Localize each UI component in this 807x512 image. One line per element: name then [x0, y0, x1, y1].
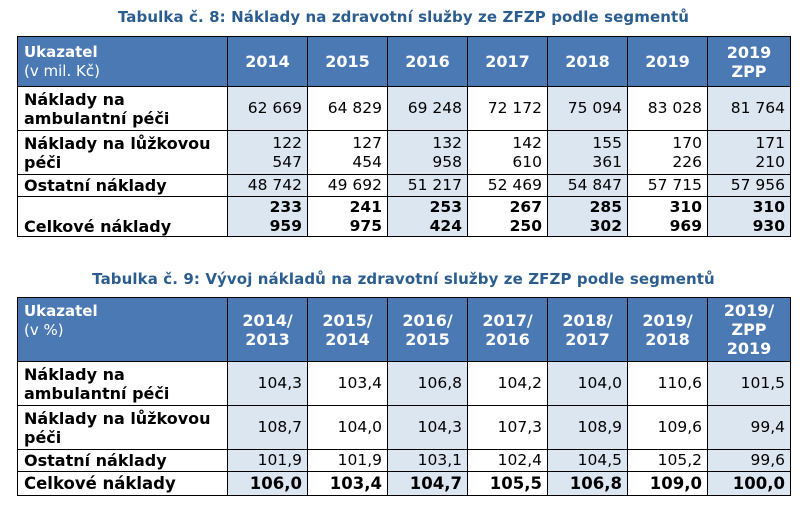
table-cell: 105,2 — [627, 449, 708, 472]
period-header: 2018/ 2017 — [547, 297, 628, 362]
table-cell: 132 958 — [387, 130, 468, 175]
table-cell: 104,0 — [307, 405, 388, 450]
cost-growth-table: Ukazatel (v %) 2014/ 2013 2015/ 2014 201… — [17, 297, 791, 496]
table-cell: 109,6 — [627, 405, 708, 450]
row-label: Náklady na lůžkovou péči — [17, 130, 228, 175]
period-header: 2017/ 2016 — [467, 297, 548, 362]
table-cell: 104,5 — [547, 449, 628, 472]
table-cell: 62 669 — [227, 86, 308, 131]
table-cell: 104,3 — [387, 405, 468, 450]
table-cell: 241 975 — [307, 196, 388, 237]
table-cell: 170 226 — [627, 130, 708, 175]
table-cell: 75 094 — [547, 86, 628, 131]
year-header: 2015 — [307, 36, 388, 87]
table-cell: 81 764 — [707, 86, 791, 131]
table-cell: 54 847 — [547, 174, 628, 197]
year-header: 2018 — [547, 36, 628, 87]
year-header: 2016 — [387, 36, 468, 87]
table-cell: 106,0 — [227, 471, 308, 496]
row-label: Ostatní náklady — [17, 174, 228, 197]
year-header: 2019 ZPP — [707, 36, 791, 87]
row-label: Ostatní náklady — [17, 449, 228, 472]
indicator-header: Ukazatel (v %) — [17, 297, 228, 362]
table-row: Náklady na ambulantní péči 62 669 64 829… — [17, 86, 791, 131]
year-header: 2019 — [627, 36, 708, 87]
table-row: Náklady na ambulantní péči 104,3 103,4 1… — [17, 361, 791, 406]
table-header-row: Ukazatel (v mil. Kč) 2014 2015 2016 2017… — [17, 36, 791, 87]
table-cell: 267 250 — [467, 196, 548, 237]
table-cell: 101,9 — [227, 449, 308, 472]
table-cell: 310 969 — [627, 196, 708, 237]
table-total-row: Celkové náklady 106,0 103,4 104,7 105,5 … — [17, 471, 791, 496]
table-cell: 110,6 — [627, 361, 708, 406]
table-cell: 99,6 — [707, 449, 791, 472]
table-cell: 155 361 — [547, 130, 628, 175]
table-cell: 253 424 — [387, 196, 468, 237]
table-cell: 310 930 — [707, 196, 791, 237]
table-cell: 171 210 — [707, 130, 791, 175]
table-cell: 107,3 — [467, 405, 548, 450]
table-cell: 142 610 — [467, 130, 548, 175]
table-cell: 52 469 — [467, 174, 548, 197]
table-cell: 100,0 — [707, 471, 791, 496]
table-cell: 64 829 — [307, 86, 388, 131]
table-cell: 104,7 — [387, 471, 468, 496]
costs-table: Ukazatel (v mil. Kč) 2014 2015 2016 2017… — [17, 36, 791, 237]
unit-label: (v mil. Kč) — [24, 61, 100, 80]
period-header: 2019/ ZPP 2019 — [707, 297, 791, 362]
row-label: Náklady na ambulantní péči — [17, 86, 228, 131]
table-cell: 103,1 — [387, 449, 468, 472]
table-total-row: Celkové náklady 233 959 241 975 253 424 … — [17, 196, 791, 237]
year-header: 2017 — [467, 36, 548, 87]
period-header: 2016/ 2015 — [387, 297, 468, 362]
table-cell: 48 742 — [227, 174, 308, 197]
table-cell: 49 692 — [307, 174, 388, 197]
indicator-label: Ukazatel — [24, 42, 98, 61]
row-label: Celkové náklady — [17, 471, 228, 496]
table-cell: 285 302 — [547, 196, 628, 237]
period-header: 2014/ 2013 — [227, 297, 308, 362]
table-cell: 99,4 — [707, 405, 791, 450]
table-header-row: Ukazatel (v %) 2014/ 2013 2015/ 2014 201… — [17, 297, 791, 362]
table-cell: 83 028 — [627, 86, 708, 131]
table-cell: 104,0 — [547, 361, 628, 406]
table-cell: 109,0 — [627, 471, 708, 496]
row-label: Celkové náklady — [17, 196, 228, 237]
table-cell: 102,4 — [467, 449, 548, 472]
table-cell: 101,5 — [707, 361, 791, 406]
indicator-header: Ukazatel (v mil. Kč) — [17, 36, 228, 87]
table-cell: 103,4 — [307, 361, 388, 406]
period-header: 2019/ 2018 — [627, 297, 708, 362]
table-cell: 108,9 — [547, 405, 628, 450]
table-cell: 106,8 — [547, 471, 628, 496]
table-cell: 122 547 — [227, 130, 308, 175]
unit-label: (v %) — [24, 321, 64, 339]
table-cell: 51 217 — [387, 174, 468, 197]
row-label: Náklady na ambulantní péči — [17, 361, 228, 406]
year-header: 2014 — [227, 36, 308, 87]
table-cell: 106,8 — [387, 361, 468, 406]
table-8-caption: Tabulka č. 8: Náklady na zdravotní služb… — [117, 8, 690, 26]
table-row: Ostatní náklady 48 742 49 692 51 217 52 … — [17, 174, 791, 197]
table-cell: 104,2 — [467, 361, 548, 406]
table-row: Náklady na lůžkovou péči 122 547 127 454… — [17, 130, 791, 175]
table-cell: 127 454 — [307, 130, 388, 175]
table-cell: 105,5 — [467, 471, 548, 496]
table-cell: 57 956 — [707, 174, 791, 197]
row-label: Náklady na lůžkovou péči — [17, 405, 228, 450]
table-cell: 72 172 — [467, 86, 548, 131]
period-header: 2015/ 2014 — [307, 297, 388, 362]
table-row: Náklady na lůžkovou péči 108,7 104,0 104… — [17, 405, 791, 450]
table-row: Ostatní náklady 101,9 101,9 103,1 102,4 … — [17, 449, 791, 472]
table-cell: 57 715 — [627, 174, 708, 197]
indicator-label: Ukazatel — [24, 302, 98, 320]
table-cell: 233 959 — [227, 196, 308, 237]
table-cell: 101,9 — [307, 449, 388, 472]
table-cell: 103,4 — [307, 471, 388, 496]
table-cell: 69 248 — [387, 86, 468, 131]
table-cell: 108,7 — [227, 405, 308, 450]
table-cell: 104,3 — [227, 361, 308, 406]
table-9-caption: Tabulka č. 9: Vývoj nákladů na zdravotní… — [92, 270, 715, 288]
